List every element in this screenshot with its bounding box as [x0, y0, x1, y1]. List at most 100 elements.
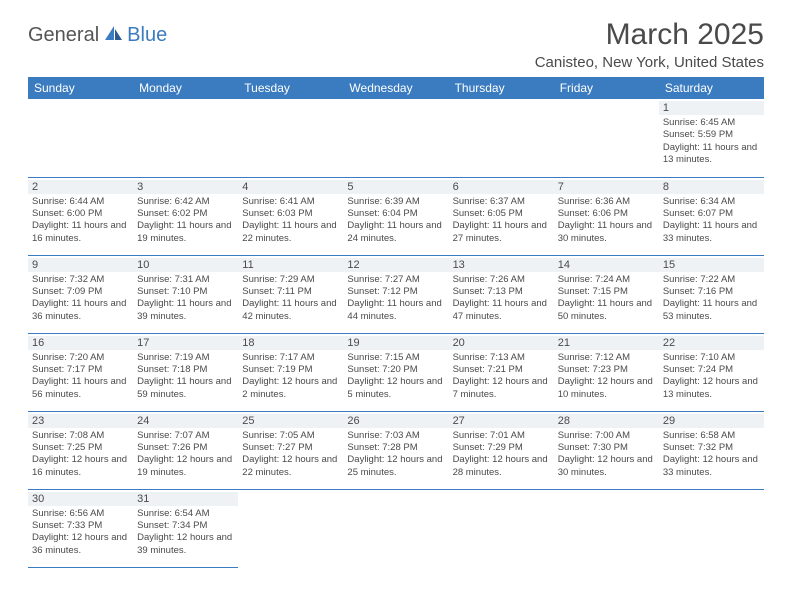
title-block: March 2025 Canisteo, New York, United St… [535, 18, 764, 71]
calendar-cell: 29Sunrise: 6:58 AMSunset: 7:32 PMDayligh… [659, 411, 764, 489]
day-details: Sunrise: 6:45 AMSunset: 5:59 PMDaylight:… [663, 117, 760, 166]
sunset-text: Sunset: 7:26 PM [137, 442, 234, 454]
day-number: 25 [238, 414, 343, 428]
calendar-cell: 3 Sunrise: 6:42 AMSunset: 6:02 PMDaylight… [133, 177, 238, 255]
daylight-text: Daylight: 12 hours and 25 minutes. [347, 454, 444, 479]
calendar-cell [554, 489, 659, 567]
sunrise-text: Sunrise: 6:39 AM [347, 196, 444, 208]
sunset-text: Sunset: 7:18 PM [137, 364, 234, 376]
calendar-cell: 25 Sunrise: 7:05 AMSunset: 7:27 PMDayligh… [238, 411, 343, 489]
day-number: 30 [28, 492, 133, 506]
day-details: Sunrise: 7:01 AMSunset: 7:29 PMDaylight:… [453, 430, 550, 479]
calendar-cell [554, 99, 659, 177]
sunset-text: Sunset: 7:21 PM [453, 364, 550, 376]
day-details: Sunrise: 6:41 AMSunset: 6:03 PMDaylight:… [242, 196, 339, 245]
calendar-row: 23Sunrise: 7:08 AMSunset: 7:25 PMDayligh… [28, 411, 764, 489]
sunset-text: Sunset: 6:02 PM [137, 208, 234, 220]
col-sunday: Sunday [28, 77, 133, 99]
calendar-cell: 14Sunrise: 7:24 AMSunset: 7:15 PMDayligh… [554, 255, 659, 333]
calendar-cell: 1 Sunrise: 6:45 AMSunset: 5:59 PMDaylight… [659, 99, 764, 177]
sunrise-text: Sunrise: 6:37 AM [453, 196, 550, 208]
day-number: 1 [659, 101, 764, 115]
daylight-text: Daylight: 12 hours and 19 minutes. [137, 454, 234, 479]
sunset-text: Sunset: 7:15 PM [558, 286, 655, 298]
sunset-text: Sunset: 7:33 PM [32, 520, 129, 532]
daylight-text: Daylight: 12 hours and 16 minutes. [32, 454, 129, 479]
sunset-text: Sunset: 7:12 PM [347, 286, 444, 298]
day-number: 14 [554, 258, 659, 272]
day-details: Sunrise: 6:42 AMSunset: 6:02 PMDaylight:… [137, 196, 234, 245]
day-number: 4 [238, 180, 343, 194]
sunrise-text: Sunrise: 7:31 AM [137, 274, 234, 286]
sunset-text: Sunset: 6:06 PM [558, 208, 655, 220]
daylight-text: Daylight: 12 hours and 10 minutes. [558, 376, 655, 401]
col-thursday: Thursday [449, 77, 554, 99]
sunrise-text: Sunrise: 7:08 AM [32, 430, 129, 442]
calendar-row: 30 Sunrise: 6:56 AMSunset: 7:33 PM Dayligh… [28, 489, 764, 567]
sunrise-text: Sunrise: 7:15 AM [347, 352, 444, 364]
day-number: 24 [133, 414, 238, 428]
day-number: 8 [659, 180, 764, 194]
daylight-text: Daylight: 11 hours and 39 minutes. [137, 298, 234, 323]
daylight-text: Daylight: 11 hours and 50 minutes. [558, 298, 655, 323]
sunrise-text: Sunrise: 7:17 AM [242, 352, 339, 364]
calendar-cell: 18Sunrise: 7:17 AMSunset: 7:19 PMDayligh… [238, 333, 343, 411]
sunset-text: Sunset: 6:03 PM [242, 208, 339, 220]
sunrise-text: Sunrise: 7:00 AM [558, 430, 655, 442]
calendar-cell: 6 Sunrise: 6:37 AMSunset: 6:05 PMDaylight… [449, 177, 554, 255]
calendar-cell: 23Sunrise: 7:08 AMSunset: 7:25 PMDayligh… [28, 411, 133, 489]
sunset-text: Sunset: 6:05 PM [453, 208, 550, 220]
daylight-text: Daylight: 11 hours and 56 minutes. [32, 376, 129, 401]
daylight-text: Daylight: 12 hours and 33 minutes. [663, 454, 760, 479]
header-row: Sunday Monday Tuesday Wednesday Thursday… [28, 77, 764, 99]
daylight-text: Daylight: 12 hours and 39 minutes. [137, 532, 234, 557]
daylight-text: Daylight: 11 hours and 13 minutes. [663, 142, 760, 167]
sunset-text: Sunset: 7:29 PM [453, 442, 550, 454]
sunrise-text: Sunrise: 6:41 AM [242, 196, 339, 208]
calendar-cell: 8Sunrise: 6:34 AMSunset: 6:07 PMDaylight… [659, 177, 764, 255]
sunrise-text: Sunrise: 7:27 AM [347, 274, 444, 286]
daylight-text: Daylight: 11 hours and 16 minutes. [32, 220, 129, 245]
day-details: Sunrise: 7:03 AMSunset: 7:28 PMDaylight:… [347, 430, 444, 479]
calendar-cell: 19Sunrise: 7:15 AMSunset: 7:20 PMDayligh… [343, 333, 448, 411]
day-number: 18 [238, 336, 343, 350]
day-number: 9 [28, 258, 133, 272]
sunset-text: Sunset: 7:16 PM [663, 286, 760, 298]
sunrise-text: Sunrise: 7:22 AM [663, 274, 760, 286]
day-details: Sunrise: 7:32 AMSunset: 7:09 PMDaylight:… [32, 274, 129, 323]
calendar-cell [238, 489, 343, 567]
logo-text-blue: Blue [127, 24, 167, 47]
day-number: 29 [659, 414, 764, 428]
daylight-text: Daylight: 11 hours and 53 minutes. [663, 298, 760, 323]
calendar-cell: 5Sunrise: 6:39 AMSunset: 6:04 PMDaylight… [343, 177, 448, 255]
calendar-row: 2Sunrise: 6:44 AMSunset: 6:00 PMDaylight… [28, 177, 764, 255]
day-number: 15 [659, 258, 764, 272]
sunrise-text: Sunrise: 6:45 AM [663, 117, 760, 129]
sunset-text: Sunset: 7:25 PM [32, 442, 129, 454]
day-number: 3 [133, 180, 238, 194]
daylight-text: Daylight: 11 hours and 27 minutes. [453, 220, 550, 245]
sunset-text: Sunset: 7:27 PM [242, 442, 339, 454]
sunset-text: Sunset: 7:34 PM [137, 520, 234, 532]
daylight-text: Daylight: 11 hours and 36 minutes. [32, 298, 129, 323]
sunrise-text: Sunrise: 6:44 AM [32, 196, 129, 208]
daylight-text: Daylight: 12 hours and 22 minutes. [242, 454, 339, 479]
sunset-text: Sunset: 7:32 PM [663, 442, 760, 454]
day-details: Sunrise: 7:05 AMSunset: 7:27 PMDaylight:… [242, 430, 339, 479]
day-details: Sunrise: 6:37 AMSunset: 6:05 PMDaylight:… [453, 196, 550, 245]
calendar-row: 16Sunrise: 7:20 AMSunset: 7:17 PMDayligh… [28, 333, 764, 411]
sunset-text: Sunset: 7:11 PM [242, 286, 339, 298]
sunset-text: Sunset: 7:30 PM [558, 442, 655, 454]
day-number: 31 [133, 492, 238, 506]
sunrise-text: Sunrise: 6:34 AM [663, 196, 760, 208]
day-number: 26 [343, 414, 448, 428]
day-number: 6 [449, 180, 554, 194]
sunrise-text: Sunrise: 6:56 AM [32, 508, 129, 520]
header: General Blue March 2025 Canisteo, New Yo… [28, 18, 764, 71]
calendar-cell: 30Sunrise: 6:56 AMSunset: 7:33 PMDayligh… [28, 489, 133, 567]
col-wednesday: Wednesday [343, 77, 448, 99]
calendar-row: 1 Sunrise: 6:45 AMSunset: 5:59 PMDaylight… [28, 99, 764, 177]
sunrise-text: Sunrise: 7:05 AM [242, 430, 339, 442]
calendar-cell: 4 Sunrise: 6:41 AMSunset: 6:03 PMDaylight… [238, 177, 343, 255]
sunset-text: Sunset: 5:59 PM [663, 129, 760, 141]
